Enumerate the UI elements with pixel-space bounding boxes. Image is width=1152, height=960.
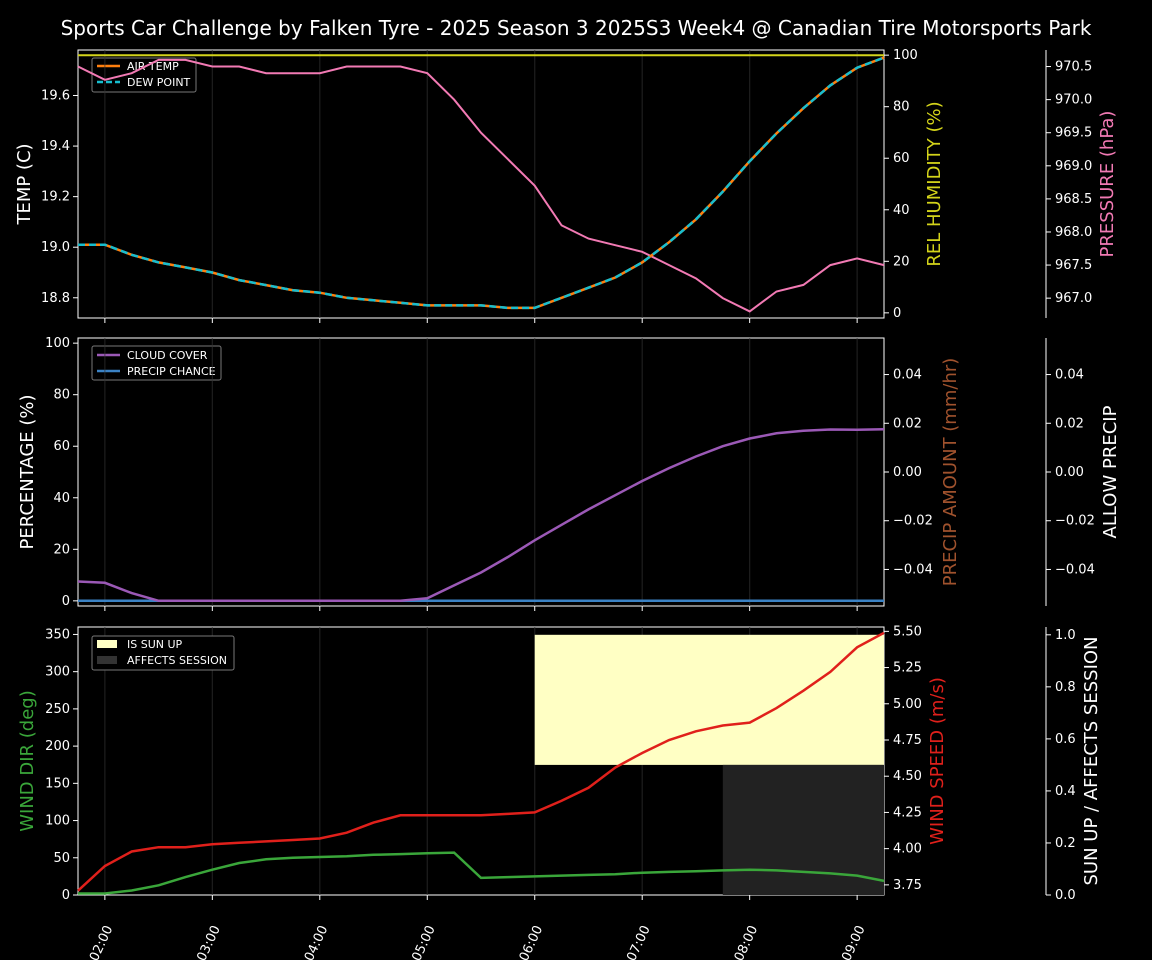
series-pressure	[77, 58, 885, 313]
wind-dir-y-label-250: 250	[45, 702, 70, 717]
percentage-y-label-80: 80	[53, 388, 70, 403]
temp-y-label-18.8: 18.8	[41, 291, 70, 306]
wind-speed-y-label-4.50: 4.50	[893, 769, 922, 784]
precip-amount-y-label-0.00: 0.00	[893, 465, 922, 480]
humidity-y-label-60: 60	[893, 151, 910, 166]
percentage-y-label-60: 60	[53, 439, 70, 454]
wind-dir-axis-label: WIND DIR (deg)	[17, 690, 38, 832]
pressure-y-label-967.0: 967.0	[1055, 291, 1092, 306]
pressure-y-label-969.0: 969.0	[1055, 159, 1092, 174]
sun-up-y-label-0.4: 0.4	[1055, 784, 1076, 799]
temp-y-label-19.6: 19.6	[41, 89, 70, 104]
series-wind-dir	[78, 851, 885, 895]
allow-precip-axis-label: ALLOW PRECIP	[1100, 405, 1121, 538]
x-tick-label-04:00: 04:00	[302, 923, 331, 960]
figure-title: Sports Car Challenge by Falken Tyre - 20…	[61, 16, 1092, 40]
series-wind-speed	[77, 631, 885, 892]
wind-dir-y-label-100: 100	[45, 814, 70, 829]
x-tick-label-08:00: 08:00	[732, 923, 761, 960]
wind-speed-y-label-3.75: 3.75	[893, 878, 922, 893]
legend-sun-up: IS SUN UP	[127, 638, 183, 651]
temp-y-label-19.4: 19.4	[41, 139, 70, 154]
wind-speed-y-label-5.25: 5.25	[893, 661, 922, 676]
legend-cloud-cover: CLOUD COVER	[127, 349, 208, 362]
allow-precip-y-label-0.02: 0.02	[1055, 416, 1084, 431]
precipitation-legend: CLOUD COVER PRECIP CHANCE	[91, 345, 222, 381]
wind-speed-y-label-5.00: 5.00	[893, 697, 922, 712]
legend-precip-chance: PRECIP CHANCE	[127, 365, 216, 378]
precipitation-panel: CLOUD COVER PRECIP CHANCE PERCENTAGE (%)…	[17, 337, 1121, 607]
percentage-y-label-20: 20	[53, 542, 70, 557]
allow-precip-y-label-−0.04: −0.04	[1055, 562, 1095, 577]
wind-dir-y-label-300: 300	[45, 665, 70, 680]
pressure-y-label-967.5: 967.5	[1055, 258, 1092, 273]
series-dew-point	[78, 56, 885, 310]
wind-speed-axis-label: WIND SPEED (m/s)	[927, 677, 948, 845]
wind-dir-y-label-50: 50	[53, 851, 70, 866]
sun-up-y-label-0.0: 0.0	[1055, 888, 1076, 903]
wind-dir-y-label-350: 350	[45, 627, 70, 642]
temperature-panel: AIR TEMP DEW POINT TEMP (C) REL HUMIDITY…	[14, 49, 1118, 319]
temp-y-label-19.2: 19.2	[41, 190, 70, 205]
sun-up-region	[534, 634, 884, 765]
precip-amount-y-label-0.04: 0.04	[893, 368, 922, 383]
chart-marks: 02:00 03:00 04:00 05:00 06:00 07:00 08:00 09:00…	[41, 48, 1095, 960]
series-cloud-cover	[77, 427, 885, 603]
wind-dir-y-label-200: 200	[45, 739, 70, 754]
humidity-y-label-0: 0	[893, 306, 901, 321]
wind-speed-y-label-5.50: 5.50	[893, 624, 922, 639]
pressure-y-label-970.5: 970.5	[1055, 60, 1092, 75]
sun-up-y-label-1.0: 1.0	[1055, 628, 1076, 643]
pressure-y-label-968.5: 968.5	[1055, 192, 1092, 207]
sun-up-y-label-0.2: 0.2	[1055, 836, 1076, 851]
percentage-y-label-0: 0	[62, 594, 70, 609]
x-tick-label-02:00: 02:00	[87, 923, 116, 960]
humidity-y-label-20: 20	[893, 254, 910, 269]
allow-precip-y-label-0.00: 0.00	[1055, 465, 1084, 480]
precip-amount-y-label-−0.02: −0.02	[893, 514, 933, 529]
percentage-axis-label: PERCENTAGE (%)	[17, 394, 38, 549]
pressure-axis-label: PRESSURE (hPa)	[1097, 111, 1118, 258]
affects-session-region	[722, 764, 884, 895]
x-tick-label-09:00: 09:00	[839, 923, 868, 960]
x-tick-label-03:00: 03:00	[194, 923, 223, 960]
temperature-plot-area	[77, 49, 885, 319]
wind-dir-y-label-0: 0	[62, 888, 70, 903]
sun-up-axis-label: SUN UP / AFFECTS SESSION	[1081, 636, 1102, 885]
temperature-legend: AIR TEMP DEW POINT	[91, 57, 197, 93]
percentage-y-label-40: 40	[53, 491, 70, 506]
wind-legend: IS SUN UP AFFECTS SESSION	[91, 635, 235, 671]
precip-amount-axis-label: PRECIP AMOUNT (mm/hr)	[940, 358, 961, 587]
wind-dir-y-label-150: 150	[45, 776, 70, 791]
x-tick-label-07:00: 07:00	[624, 923, 653, 960]
percentage-y-label-100: 100	[45, 336, 70, 351]
humidity-y-label-40: 40	[893, 203, 910, 218]
allow-precip-y-label-0.04: 0.04	[1055, 368, 1084, 383]
humidity-y-label-80: 80	[893, 100, 910, 115]
temp-y-label-19.0: 19.0	[41, 240, 70, 255]
x-tick-label-06:00: 06:00	[517, 923, 546, 960]
wind-speed-y-label-4.25: 4.25	[893, 805, 922, 820]
temp-axis-label: TEMP (C)	[14, 143, 35, 225]
pressure-y-label-969.5: 969.5	[1055, 126, 1092, 141]
allow-precip-y-label-−0.02: −0.02	[1055, 514, 1095, 529]
legend-dew-point: DEW POINT	[127, 76, 191, 89]
sun-up-y-label-0.6: 0.6	[1055, 732, 1076, 747]
humidity-y-label-100: 100	[893, 48, 918, 63]
precip-amount-y-label-0.02: 0.02	[893, 416, 922, 431]
wind-speed-y-label-4.00: 4.00	[893, 842, 922, 857]
x-tick-label-05:00: 05:00	[409, 923, 438, 960]
wind-speed-y-label-4.75: 4.75	[893, 733, 922, 748]
humidity-axis-label: REL HUMIDITY (%)	[924, 101, 945, 266]
pressure-y-label-970.0: 970.0	[1055, 93, 1092, 108]
precip-amount-y-label-−0.04: −0.04	[893, 562, 933, 577]
sun-up-y-label-0.8: 0.8	[1055, 680, 1076, 695]
pressure-y-label-968.0: 968.0	[1055, 225, 1092, 240]
legend-affects-session: AFFECTS SESSION	[127, 654, 227, 667]
